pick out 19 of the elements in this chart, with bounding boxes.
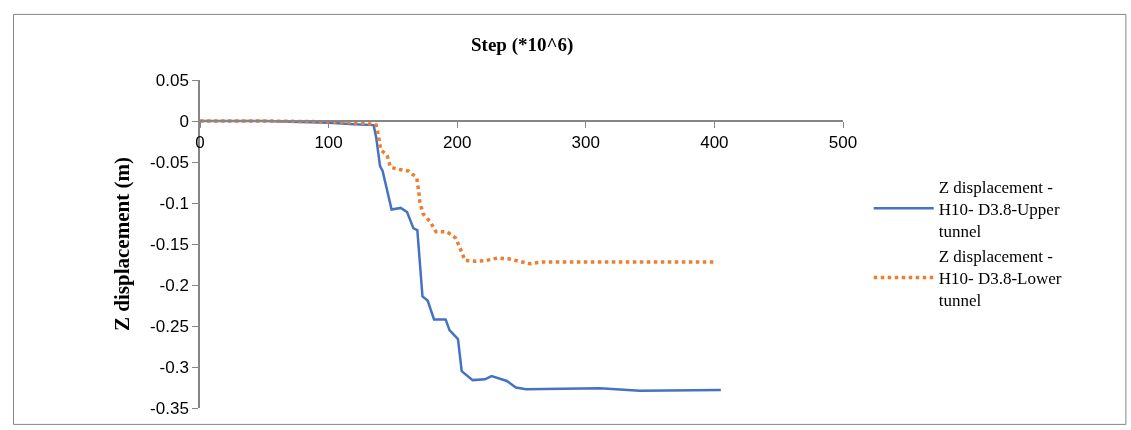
y-tick-label: 0.05	[155, 70, 189, 90]
y-tick-label: 0	[179, 111, 189, 131]
x-tick-label: 100	[314, 133, 343, 153]
x-tick-label: 400	[700, 133, 729, 153]
y-axis-title: Z displacement (m)	[109, 157, 134, 331]
y-tick-label: -0.2	[159, 275, 189, 295]
x-axis-title: Step (*10^6)	[471, 34, 574, 56]
y-tick-label: -0.25	[150, 316, 189, 336]
legend-label: Z displacement - H10- D3.8-Upper tunnel	[938, 177, 1060, 241]
y-tick-label: -0.3	[159, 357, 189, 377]
x-tick-label: 300	[571, 133, 600, 153]
x-tick-label: 200	[443, 133, 472, 153]
y-tick-label: -0.05	[150, 152, 189, 172]
y-tick-label: -0.1	[159, 193, 189, 213]
x-tick-label: 0	[195, 133, 205, 153]
x-tick-label: 500	[828, 133, 858, 153]
legend-label: Z displacement - H10- D3.8-Lower tunnel	[938, 247, 1062, 311]
y-tick-label: -0.35	[150, 398, 189, 418]
y-tick-label: -0.15	[150, 234, 189, 254]
